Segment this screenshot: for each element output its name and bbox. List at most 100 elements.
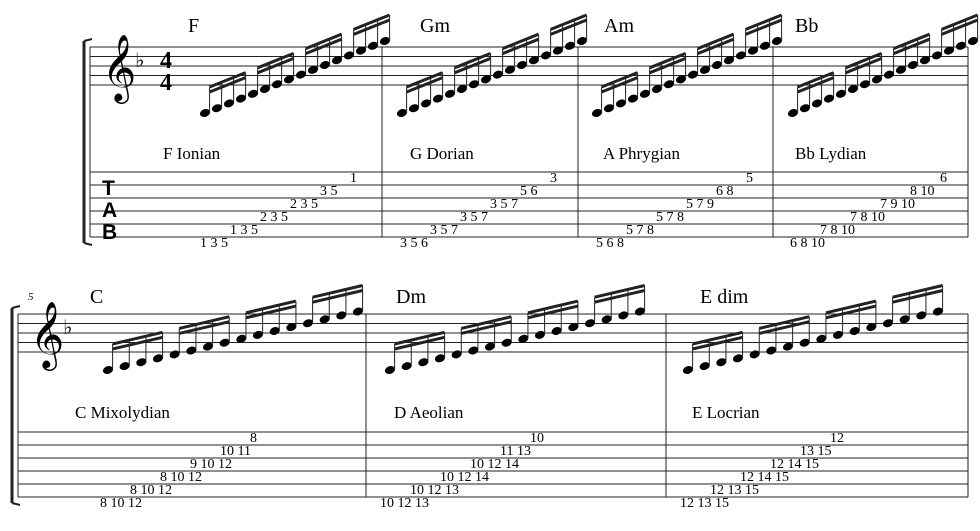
note-head [169,350,180,359]
beam [594,284,645,299]
note-head [186,346,197,355]
note-head [223,99,235,108]
tab-letter: A [102,199,117,222]
tab-fret-group: 7 8 10 [850,210,885,225]
beam [745,13,783,31]
note-head [735,51,747,60]
beam [245,304,297,320]
beam [797,71,835,89]
note-head [420,99,432,108]
note-head [811,99,823,108]
beam [502,37,540,55]
beam [692,335,743,351]
beam [797,76,835,94]
beam [178,315,230,330]
tab-fret-group: 5 7 9 [686,197,714,212]
note-head [444,89,456,98]
note-head [492,70,504,79]
beam [601,76,639,94]
note-head [501,338,512,347]
note-head [932,307,944,316]
beam [527,304,579,320]
note-head [584,319,596,328]
note-head [723,56,735,65]
chord-name: Gm [420,15,450,37]
beam [460,315,512,330]
tab-fret-group: 11 13 [500,444,531,459]
tab-fret-group: 1 [350,171,357,186]
beam [893,37,931,55]
note-head [269,327,280,335]
note-head [534,330,546,339]
note-head [816,334,827,343]
beam [312,284,363,299]
note-head [211,104,223,113]
note-head [528,56,540,65]
note-head [247,89,259,98]
note-head [759,41,771,50]
mode-name: Bb Lydian [795,144,867,163]
tab-fret-group: 2 3 5 [290,197,318,212]
bracket-top [83,38,93,42]
bracket-top [11,305,21,309]
beam [825,304,877,320]
tab-fret-group: 5 7 8 [626,223,654,238]
measure-number: 5 [28,291,34,303]
note-head [102,366,114,374]
beam [893,32,931,50]
tab-fret-group: 6 8 [716,184,734,199]
tab-fret-group: 12 13 15 [680,496,729,511]
beam [178,320,230,335]
note-head [367,41,379,50]
note-head [451,350,462,359]
note-head [618,311,629,320]
note-head [119,362,130,371]
tab-fret-group: 6 8 10 [790,236,825,251]
note-head [434,354,446,363]
note-head [199,109,211,117]
beam [406,71,444,89]
bracket-bottom [83,242,93,246]
tab-fret-group: 5 6 8 [596,236,624,251]
tab-fret-group: 6 [940,171,947,186]
chord-name: Am [604,15,634,37]
mode-name: D Aeolian [394,403,464,422]
note-head [771,37,783,45]
beam [649,57,687,75]
tab-fret-group: 8 [250,431,257,446]
mode-name: G Dorian [410,144,474,163]
beam [941,13,979,31]
note-head [283,75,295,84]
tab-fret-group: 1 3 5 [230,223,258,238]
tab-fret-group: 3 [550,171,557,186]
note-head [782,342,794,351]
time-sig-top: 4 [160,48,172,74]
beam [394,335,445,351]
note-head [955,41,967,50]
tab-fret-group: 13 15 [800,444,832,459]
note-head [639,89,651,98]
note-head [823,94,835,103]
note-head [352,307,364,316]
note-head [432,94,444,103]
chord-name: E dim [700,286,749,308]
note-head [343,51,355,60]
beam [502,32,540,50]
chord-name: Bb [795,15,818,37]
beam [353,18,391,36]
chord-name: C [90,286,103,308]
note-head [552,46,564,55]
note-head [603,104,615,113]
beam [312,289,363,304]
beam [692,330,743,346]
tab-fret-group: 10 12 14 [440,470,489,485]
tab-fret-group: 8 10 [910,184,935,199]
note-head [663,80,675,89]
note-head [518,334,529,343]
note-head [675,75,687,84]
beam [941,18,979,36]
beam [209,76,247,94]
note-head [682,366,694,374]
note-head [859,80,871,89]
